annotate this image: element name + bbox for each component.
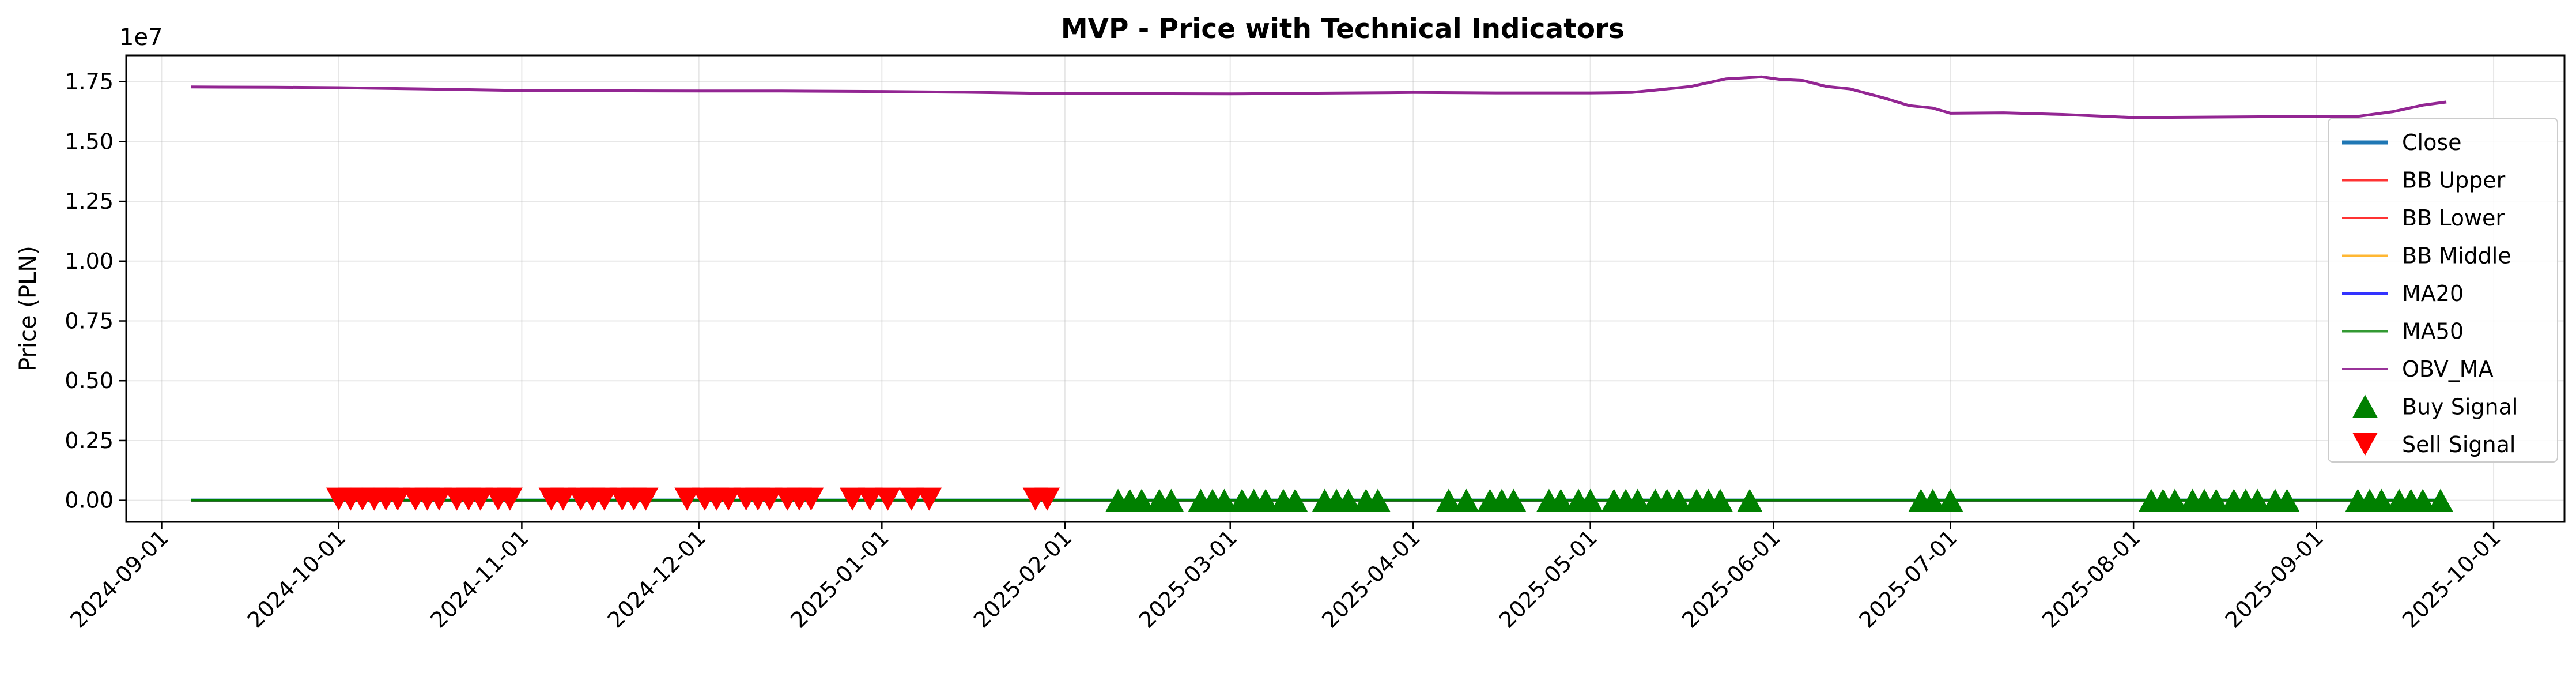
- buy-signal-marker: [2274, 488, 2300, 512]
- buy-signal-marker: [1666, 488, 1692, 512]
- y-axis-ticks: 0.00 0.25 0.50 0.75 1.00 1.25 1.50 1.75: [65, 69, 126, 513]
- x-tick-label: 2025-06-01: [1677, 525, 1785, 633]
- sell-signal-marker: [857, 487, 883, 511]
- buy-signal-marker: [1158, 488, 1184, 512]
- x-tick-label: 2025-10-01: [2397, 525, 2505, 633]
- chart-title: MVP - Price with Technical Indicators: [1061, 13, 1625, 45]
- buy-signal-marker: [2410, 488, 2436, 512]
- legend-box: [2328, 118, 2558, 463]
- buy-signal-marker: [1625, 488, 1650, 512]
- sell-signal-marker: [715, 487, 741, 511]
- y-tick-label: 1.75: [65, 69, 114, 95]
- buy-signal-marker: [1548, 488, 1574, 512]
- plot-frame: [125, 54, 2566, 523]
- buy-signal-marker: [1335, 488, 1361, 512]
- x-tick-label: 2024-12-01: [603, 525, 711, 633]
- legend-label: MA50: [2402, 319, 2464, 344]
- legend-label: BB Lower: [2402, 205, 2505, 231]
- legend-swatch: [2352, 394, 2378, 418]
- buy-signal-marker: [1937, 488, 1963, 512]
- sell-signal-marker: [898, 487, 924, 511]
- buy-signal-marker: [1453, 488, 1479, 512]
- y-tick-label: 1.25: [65, 189, 114, 214]
- x-tick-label: 2025-04-01: [1317, 525, 1425, 633]
- buy-signal-marker: [1708, 488, 1733, 512]
- buy-signal-marker: [1920, 488, 1946, 512]
- legend-label: Close: [2402, 130, 2462, 155]
- buy-signal-marker: [2162, 488, 2188, 512]
- buy-signal-marker: [1282, 488, 1308, 512]
- x-tick-label: 2025-02-01: [969, 525, 1077, 633]
- sell-signal-marker: [550, 487, 576, 511]
- sell-signal-marker: [674, 487, 700, 511]
- y-tick-label: 0.00: [65, 488, 114, 513]
- sell-signal-marker: [916, 487, 942, 511]
- y-tick-label: 1.50: [65, 129, 114, 154]
- sell-signal-marker: [497, 487, 523, 511]
- buy-signal-marker: [2369, 488, 2394, 512]
- obv-ma-polyline: [191, 75, 2447, 119]
- buy-signal-marker: [2203, 488, 2229, 512]
- sell-signal-marker: [591, 487, 617, 511]
- legend-label: BB Middle: [2402, 243, 2511, 269]
- legend-swatch: [2352, 433, 2378, 456]
- buy-signal-marker: [1577, 488, 1603, 512]
- legend-label: Buy Signal: [2402, 394, 2518, 420]
- buy-signal-marker: [2245, 488, 2271, 512]
- y-tick-label: 1.00: [65, 249, 114, 274]
- buy-signal-marker: [1211, 488, 1237, 512]
- sell-signal-marker: [840, 487, 866, 511]
- legend-label: Sell Signal: [2402, 432, 2515, 457]
- sell-signal-marker: [798, 487, 824, 511]
- y-axis-offset-label: 1e7: [119, 24, 163, 51]
- sell-signal-marker: [467, 487, 493, 511]
- buy-signal-marker: [1737, 488, 1763, 512]
- sell-signals: [326, 487, 1060, 511]
- y-tick-label: 0.50: [65, 368, 114, 393]
- legend: Close BB Upper BB Lower BB Middle MA20 MA50 OB…: [2328, 118, 2558, 463]
- y-tick-label: 0.25: [65, 428, 114, 453]
- sell-signal-marker: [633, 487, 659, 511]
- x-axis-ticks: 2024-09-01 2024-10-01 2024-11-01 2024-12-01…: [66, 522, 2505, 633]
- y-axis-label: Price (PLN): [15, 246, 41, 371]
- x-tick-label: 2025-05-01: [1494, 525, 1602, 633]
- obv-ma-line: [191, 75, 2447, 119]
- grid: [126, 55, 2564, 522]
- x-tick-label: 2024-09-01: [66, 525, 173, 633]
- x-tick-label: 2025-03-01: [1134, 525, 1242, 633]
- legend-label: OBV_MA: [2402, 356, 2494, 382]
- sell-signal-marker: [385, 487, 411, 511]
- x-tick-label: 2025-08-01: [2037, 525, 2145, 633]
- x-tick-label: 2025-07-01: [1854, 525, 1962, 633]
- sell-signal-marker: [1034, 487, 1060, 511]
- x-tick-label: 2025-09-01: [2220, 525, 2328, 633]
- sell-signal-marker: [426, 487, 452, 511]
- legend-label: BB Upper: [2402, 168, 2506, 193]
- buy-signal-marker: [1436, 488, 1461, 512]
- buy-signal-marker: [2427, 488, 2453, 512]
- x-tick-label: 2024-11-01: [425, 525, 533, 633]
- x-tick-label: 2024-10-01: [243, 525, 350, 633]
- x-tick-label: 2025-01-01: [785, 525, 893, 633]
- legend-label: MA20: [2402, 281, 2464, 306]
- buy-signal-marker: [1365, 488, 1391, 512]
- y-tick-label: 0.75: [65, 309, 114, 334]
- sell-signal-marker: [875, 487, 901, 511]
- buy-signal-marker: [1129, 488, 1155, 512]
- sell-signal-marker: [757, 487, 783, 511]
- buy-signal-marker: [1501, 488, 1527, 512]
- buy-signal-marker: [1253, 488, 1279, 512]
- buy-signals: [1105, 488, 2453, 512]
